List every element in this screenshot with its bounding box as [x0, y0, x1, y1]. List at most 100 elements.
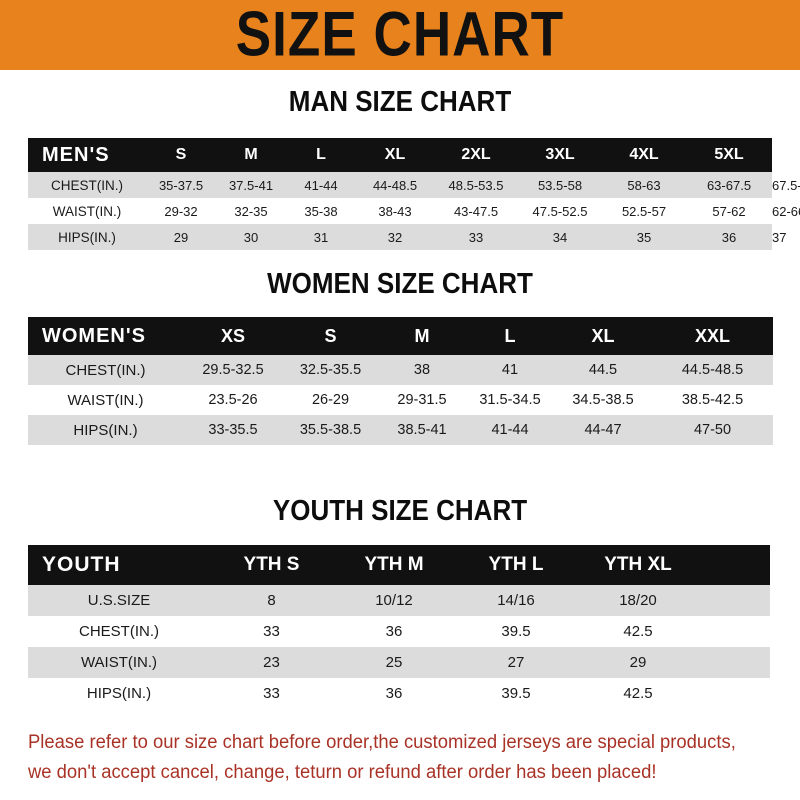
- men-size-table: MEN'S S M L XL 2XL 3XL 4XL 5XL 6XL CHEST…: [28, 138, 800, 250]
- youth-row-label: WAIST(IN.): [28, 647, 210, 678]
- men-size-header: 4XL: [602, 138, 686, 172]
- table-row: CHEST(IN.) 29.5-32.5 32.5-35.5 38 41 44.…: [28, 355, 773, 385]
- women-cell: 41: [466, 355, 554, 385]
- men-cell: 37.5-41: [216, 172, 286, 198]
- men-section-title: MAN SIZE CHART: [288, 84, 512, 118]
- men-cell: 58-63: [602, 172, 686, 198]
- youth-cell: 25: [333, 647, 455, 678]
- youth-cell: 33: [210, 616, 333, 647]
- youth-row-label: CHEST(IN.): [28, 616, 210, 647]
- men-cell: 29: [146, 224, 216, 250]
- women-size-header: S: [283, 317, 378, 355]
- youth-cell: 27: [455, 647, 577, 678]
- men-cell: 47.5-52.5: [518, 198, 602, 224]
- youth-size-header: YTH M: [333, 545, 455, 585]
- women-row-label: CHEST(IN.): [28, 355, 183, 385]
- table-row: U.S.SIZE 8 10/12 14/16 18/20: [28, 585, 770, 616]
- table-row: CHEST(IN.) 35-37.5 37.5-41 41-44 44-48.5…: [28, 172, 800, 198]
- youth-size-table-wrap: YOUTH YTH S YTH M YTH L YTH XL U.S.SIZE …: [28, 545, 770, 709]
- youth-cell: 36: [333, 678, 455, 709]
- women-cell: 41-44: [466, 415, 554, 445]
- youth-cell-spacer: [699, 585, 770, 616]
- youth-cell: 10/12: [333, 585, 455, 616]
- men-row-label: CHEST(IN.): [28, 172, 146, 198]
- men-cell: 29-32: [146, 198, 216, 224]
- youth-size-header: YTH XL: [577, 545, 699, 585]
- youth-cell: 29: [577, 647, 699, 678]
- table-row: HIPS(IN.) 33 36 39.5 42.5: [28, 678, 770, 709]
- men-cell: 41-44: [286, 172, 356, 198]
- women-cell: 29-31.5: [378, 385, 466, 415]
- youth-size-header: YTH L: [455, 545, 577, 585]
- men-row-label: HIPS(IN.): [28, 224, 146, 250]
- men-size-header: 5XL: [686, 138, 772, 172]
- women-cell: 32.5-35.5: [283, 355, 378, 385]
- men-cell: 57-62: [686, 198, 772, 224]
- women-cell: 26-29: [283, 385, 378, 415]
- men-size-header: XL: [356, 138, 434, 172]
- youth-row-label: HIPS(IN.): [28, 678, 210, 709]
- women-lead-header: WOMEN'S: [28, 317, 183, 355]
- women-size-table: WOMEN'S XS S M L XL XXL CHEST(IN.) 29.5-…: [28, 317, 773, 445]
- youth-cell: 14/16: [455, 585, 577, 616]
- men-cell: 38-43: [356, 198, 434, 224]
- youth-cell: 39.5: [455, 678, 577, 709]
- youth-cell: 39.5: [455, 616, 577, 647]
- youth-size-header: YTH S: [210, 545, 333, 585]
- youth-cell: 42.5: [577, 678, 699, 709]
- women-header-row: WOMEN'S XS S M L XL XXL: [28, 317, 773, 355]
- men-cell: 35-38: [286, 198, 356, 224]
- women-row-label: WAIST(IN.): [28, 385, 183, 415]
- women-cell: 35.5-38.5: [283, 415, 378, 445]
- women-size-table-wrap: WOMEN'S XS S M L XL XXL CHEST(IN.) 29.5-…: [28, 317, 773, 445]
- table-row: HIPS(IN.) 29 30 31 32 33 34 35 36 37: [28, 224, 786, 250]
- youth-cell: 23: [210, 647, 333, 678]
- men-cell: 35-37.5: [146, 172, 216, 198]
- women-cell: 23.5-26: [183, 385, 283, 415]
- women-cell: 38.5-42.5: [652, 385, 773, 415]
- youth-cell-spacer: [699, 647, 770, 678]
- footer-note-line-1: Please refer to our size chart before or…: [28, 732, 736, 753]
- women-cell: 29.5-32.5: [183, 355, 283, 385]
- women-size-header: XXL: [652, 317, 773, 355]
- men-size-header: S: [146, 138, 216, 172]
- men-cell: 52.5-57: [602, 198, 686, 224]
- women-cell: 34.5-38.5: [554, 385, 652, 415]
- men-size-header: L: [286, 138, 356, 172]
- men-header-row: MEN'S S M L XL 2XL 3XL 4XL 5XL 6XL: [28, 138, 800, 172]
- women-cell: 47-50: [652, 415, 773, 445]
- women-cell: 33-35.5: [183, 415, 283, 445]
- table-row: WAIST(IN.) 23.5-26 26-29 29-31.5 31.5-34…: [28, 385, 773, 415]
- table-row: WAIST(IN.) 29-32 32-35 35-38 38-43 43-47…: [28, 198, 800, 224]
- footer-note-line-2: we don't accept cancel, change, teturn o…: [28, 762, 657, 783]
- youth-header-row: YOUTH YTH S YTH M YTH L YTH XL: [28, 545, 770, 585]
- youth-size-header-spacer: [699, 545, 770, 585]
- men-cell: 32: [356, 224, 434, 250]
- men-cell: 43-47.5: [434, 198, 518, 224]
- men-cell: 33: [434, 224, 518, 250]
- men-lead-header: MEN'S: [28, 138, 146, 172]
- footer-note: Please refer to our size chart before or…: [28, 728, 757, 788]
- youth-cell: 36: [333, 616, 455, 647]
- men-cell: 31: [286, 224, 356, 250]
- women-size-header: XS: [183, 317, 283, 355]
- youth-row-label: U.S.SIZE: [28, 585, 210, 616]
- women-cell: 38.5-41: [378, 415, 466, 445]
- men-row-label: WAIST(IN.): [28, 198, 146, 224]
- men-cell: 35: [602, 224, 686, 250]
- men-cell: 30: [216, 224, 286, 250]
- table-row: WAIST(IN.) 23 25 27 29: [28, 647, 770, 678]
- youth-section-title: YOUTH SIZE CHART: [272, 493, 528, 527]
- men-cell: 36: [686, 224, 772, 250]
- men-size-header: M: [216, 138, 286, 172]
- men-cell: 34: [518, 224, 602, 250]
- page-banner: SIZE CHART: [0, 0, 800, 70]
- men-size-table-wrap: MEN'S S M L XL 2XL 3XL 4XL 5XL 6XL CHEST…: [28, 138, 800, 250]
- women-cell: 44.5-48.5: [652, 355, 773, 385]
- women-size-header: M: [378, 317, 466, 355]
- youth-cell: 33: [210, 678, 333, 709]
- youth-cell: 8: [210, 585, 333, 616]
- youth-size-table: YOUTH YTH S YTH M YTH L YTH XL U.S.SIZE …: [28, 545, 770, 709]
- men-cell: 48.5-53.5: [434, 172, 518, 198]
